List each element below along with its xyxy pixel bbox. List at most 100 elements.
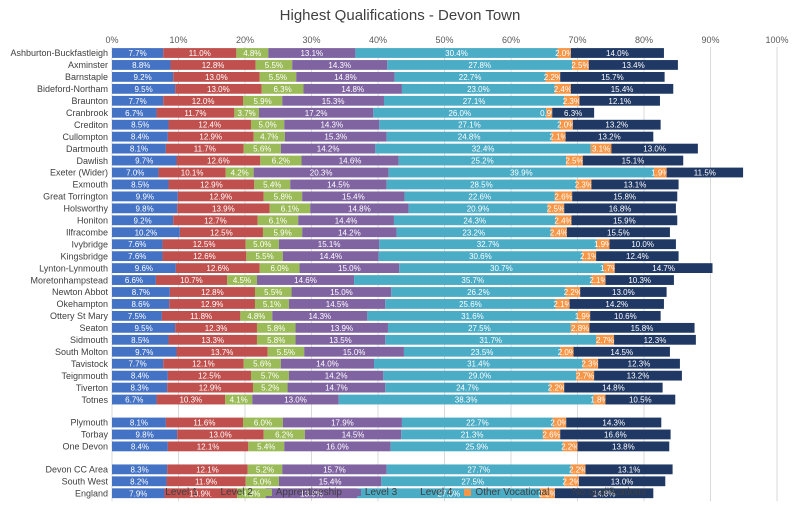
data-label: 14.3% — [308, 312, 331, 321]
data-label: 14.2% — [317, 145, 340, 154]
bar-segment — [566, 417, 662, 428]
data-label: 12.8% — [202, 61, 225, 70]
bar-segment — [554, 83, 571, 94]
data-label: 31.7% — [479, 336, 502, 345]
bar-segment — [576, 179, 592, 190]
data-label: 5.8% — [274, 192, 292, 201]
bar-segment — [112, 417, 166, 428]
data-label: 12.1% — [608, 97, 631, 106]
bar-segment — [354, 275, 592, 285]
data-label: 9.2% — [133, 216, 151, 225]
bar-segment — [162, 239, 246, 250]
bar-segment — [253, 167, 389, 178]
bar-segment — [175, 83, 262, 94]
bar-segment — [603, 263, 615, 273]
bar-segment — [243, 417, 283, 428]
bar-segment — [112, 299, 170, 309]
data-label: 15.1% — [318, 240, 341, 249]
bar-segment — [379, 239, 597, 250]
bar-segment — [252, 394, 339, 405]
bar-segment — [596, 334, 615, 345]
bar-segment — [168, 179, 255, 190]
data-label: 13.5% — [329, 336, 352, 345]
legend-item: Level 3 — [353, 487, 397, 498]
data-label: 8.1% — [130, 419, 148, 428]
data-label: 9.5% — [134, 85, 152, 94]
bar-segment — [570, 48, 664, 58]
bar-segment — [375, 143, 591, 154]
bar-segment — [386, 131, 552, 142]
data-label: 10.7% — [180, 276, 203, 285]
data-label: 14.4% — [335, 216, 358, 225]
data-label: 22.7% — [459, 73, 482, 82]
bar-segment — [112, 239, 163, 250]
legend-swatch — [561, 489, 569, 496]
data-label: 7.7% — [128, 97, 146, 106]
data-label: 1.9% — [594, 240, 612, 249]
data-label: 12.6% — [193, 252, 216, 261]
bar-segment — [234, 107, 259, 118]
bar-segment — [236, 48, 269, 58]
bar-segment — [593, 394, 606, 405]
bar-segment — [254, 179, 291, 190]
bar-segment — [247, 464, 283, 475]
bar-segment — [572, 191, 678, 202]
bar-segment — [564, 95, 580, 106]
bar-segment — [272, 311, 368, 321]
x-tick-label: 30% — [302, 35, 320, 45]
data-label: 4.2% — [231, 169, 249, 178]
data-label: 17.9% — [331, 419, 354, 428]
data-label: 35.7% — [461, 276, 484, 285]
data-label: 12.7% — [204, 216, 227, 225]
data-label: 8.7% — [132, 288, 150, 297]
data-label: 12.9% — [199, 384, 222, 393]
category-label: Great Torrington — [43, 192, 108, 202]
data-label: 13.0% — [209, 430, 232, 439]
data-label: 13.9% — [212, 204, 235, 213]
data-label: 5.9% — [254, 97, 272, 106]
data-label: 11.7% — [194, 145, 216, 154]
chart-legend: Level 1 Level 2 Apprenticeship Level 3 Level… — [0, 487, 800, 498]
bar-segment — [243, 358, 281, 369]
bar-segment — [112, 287, 170, 297]
bar-segment — [542, 429, 561, 440]
legend-item: Level 4 — [409, 487, 452, 498]
bar-segment — [564, 476, 579, 487]
bar-segment — [569, 299, 664, 309]
data-label: 15.0% — [338, 264, 361, 273]
category-label: One Devon — [62, 442, 108, 452]
bar-segment — [253, 131, 285, 142]
data-label: 6.2% — [272, 157, 290, 166]
bar-segment — [357, 488, 541, 499]
data-label: 32.4% — [472, 145, 495, 154]
data-label: 31.4% — [467, 360, 490, 369]
data-label: 15.0% — [343, 348, 366, 357]
bar-segment — [256, 275, 355, 285]
bar-segment — [156, 107, 235, 118]
category-label: Dartmouth — [66, 144, 108, 154]
bar-segment — [588, 60, 678, 70]
bar-segment — [164, 488, 238, 499]
legend-swatch — [264, 489, 272, 496]
data-label: 5.5% — [265, 61, 283, 70]
bar-segment — [386, 179, 577, 190]
bar-segment — [177, 203, 270, 214]
bar-segment — [560, 429, 671, 440]
bar-segment — [381, 476, 565, 487]
data-label: 8.5% — [131, 180, 149, 189]
bar-segment — [165, 143, 244, 154]
bar-segment — [112, 476, 167, 487]
data-label: 14.4% — [319, 252, 342, 261]
data-label: 14.6% — [339, 157, 362, 166]
data-label: 5.5% — [269, 73, 287, 82]
bar-segment — [571, 215, 678, 226]
category-label: Ottery St Mary — [50, 311, 109, 321]
data-label: 7.7% — [128, 49, 146, 58]
bar-segment — [295, 334, 386, 345]
data-label: 2.8% — [571, 324, 589, 333]
bar-segment — [399, 263, 604, 273]
bar-segment — [545, 72, 561, 82]
legend-label: No qualifications — [572, 487, 646, 498]
data-label: 5.5% — [277, 348, 295, 357]
data-label: 14.5% — [342, 430, 365, 439]
